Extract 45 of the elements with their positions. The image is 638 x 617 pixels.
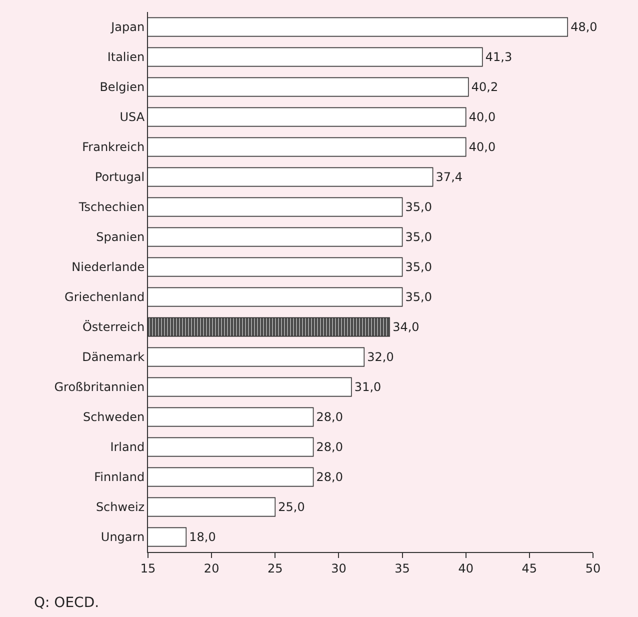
data-label: 25,0 [278,500,305,514]
data-label: 35,0 [405,260,432,274]
x-tick-label: 40 [458,561,474,576]
y-tick-label: Tschechien [78,200,145,214]
y-tick-label: Spanien [96,230,145,244]
data-label: 40,0 [468,110,496,124]
y-tick-label: Ungarn [100,530,145,544]
y-tick-label: Frankreich [82,140,145,154]
y-tick-label: Großbritannien [54,380,145,394]
data-label: 41,3 [485,50,512,64]
y-tick-label: USA [120,110,146,124]
data-label: 28,0 [316,470,344,484]
y-tick-label: Belgien [100,80,145,94]
y-tick-label: Portugal [94,170,145,184]
x-tick-label: 25 [268,561,283,576]
data-label: 18,0 [189,530,216,544]
x-tick-label: 20 [204,561,220,576]
data-label: 31,0 [354,380,382,394]
y-tick-label: Niederlande [72,260,145,274]
data-label: 40,2 [471,80,498,94]
x-tick-label: 35 [394,561,410,576]
y-tick-label: Schweiz [96,500,145,514]
y-tick-label: Irland [110,440,145,454]
y-tick-label: Österreich [82,320,145,334]
data-label: 28,0 [316,410,344,424]
x-tick-label: 30 [331,561,346,576]
x-tick-label: 50 [585,561,601,576]
data-label: 40,0 [468,140,496,154]
data-label: 28,0 [316,440,344,454]
data-label: 35,0 [405,200,432,214]
y-tick-label: Schweden [82,410,145,424]
y-tick-label: Dänemark [82,350,145,364]
data-label: 37,4 [436,170,463,184]
data-label: 34,0 [392,320,420,334]
x-tick-label: 45 [522,561,538,576]
x-tick-label: 15 [140,561,156,576]
data-label: 32,0 [367,350,394,364]
y-tick-label: Griechenland [64,290,145,304]
y-tick-label: Finnland [94,470,145,484]
y-tick-label: Italien [107,50,145,64]
text: Q: OECD. [34,595,100,611]
data-label: 35,0 [405,290,432,304]
y-tick-label: Japan [110,20,145,34]
data-label: 48,0 [570,20,598,34]
data-label: 35,0 [405,230,432,244]
